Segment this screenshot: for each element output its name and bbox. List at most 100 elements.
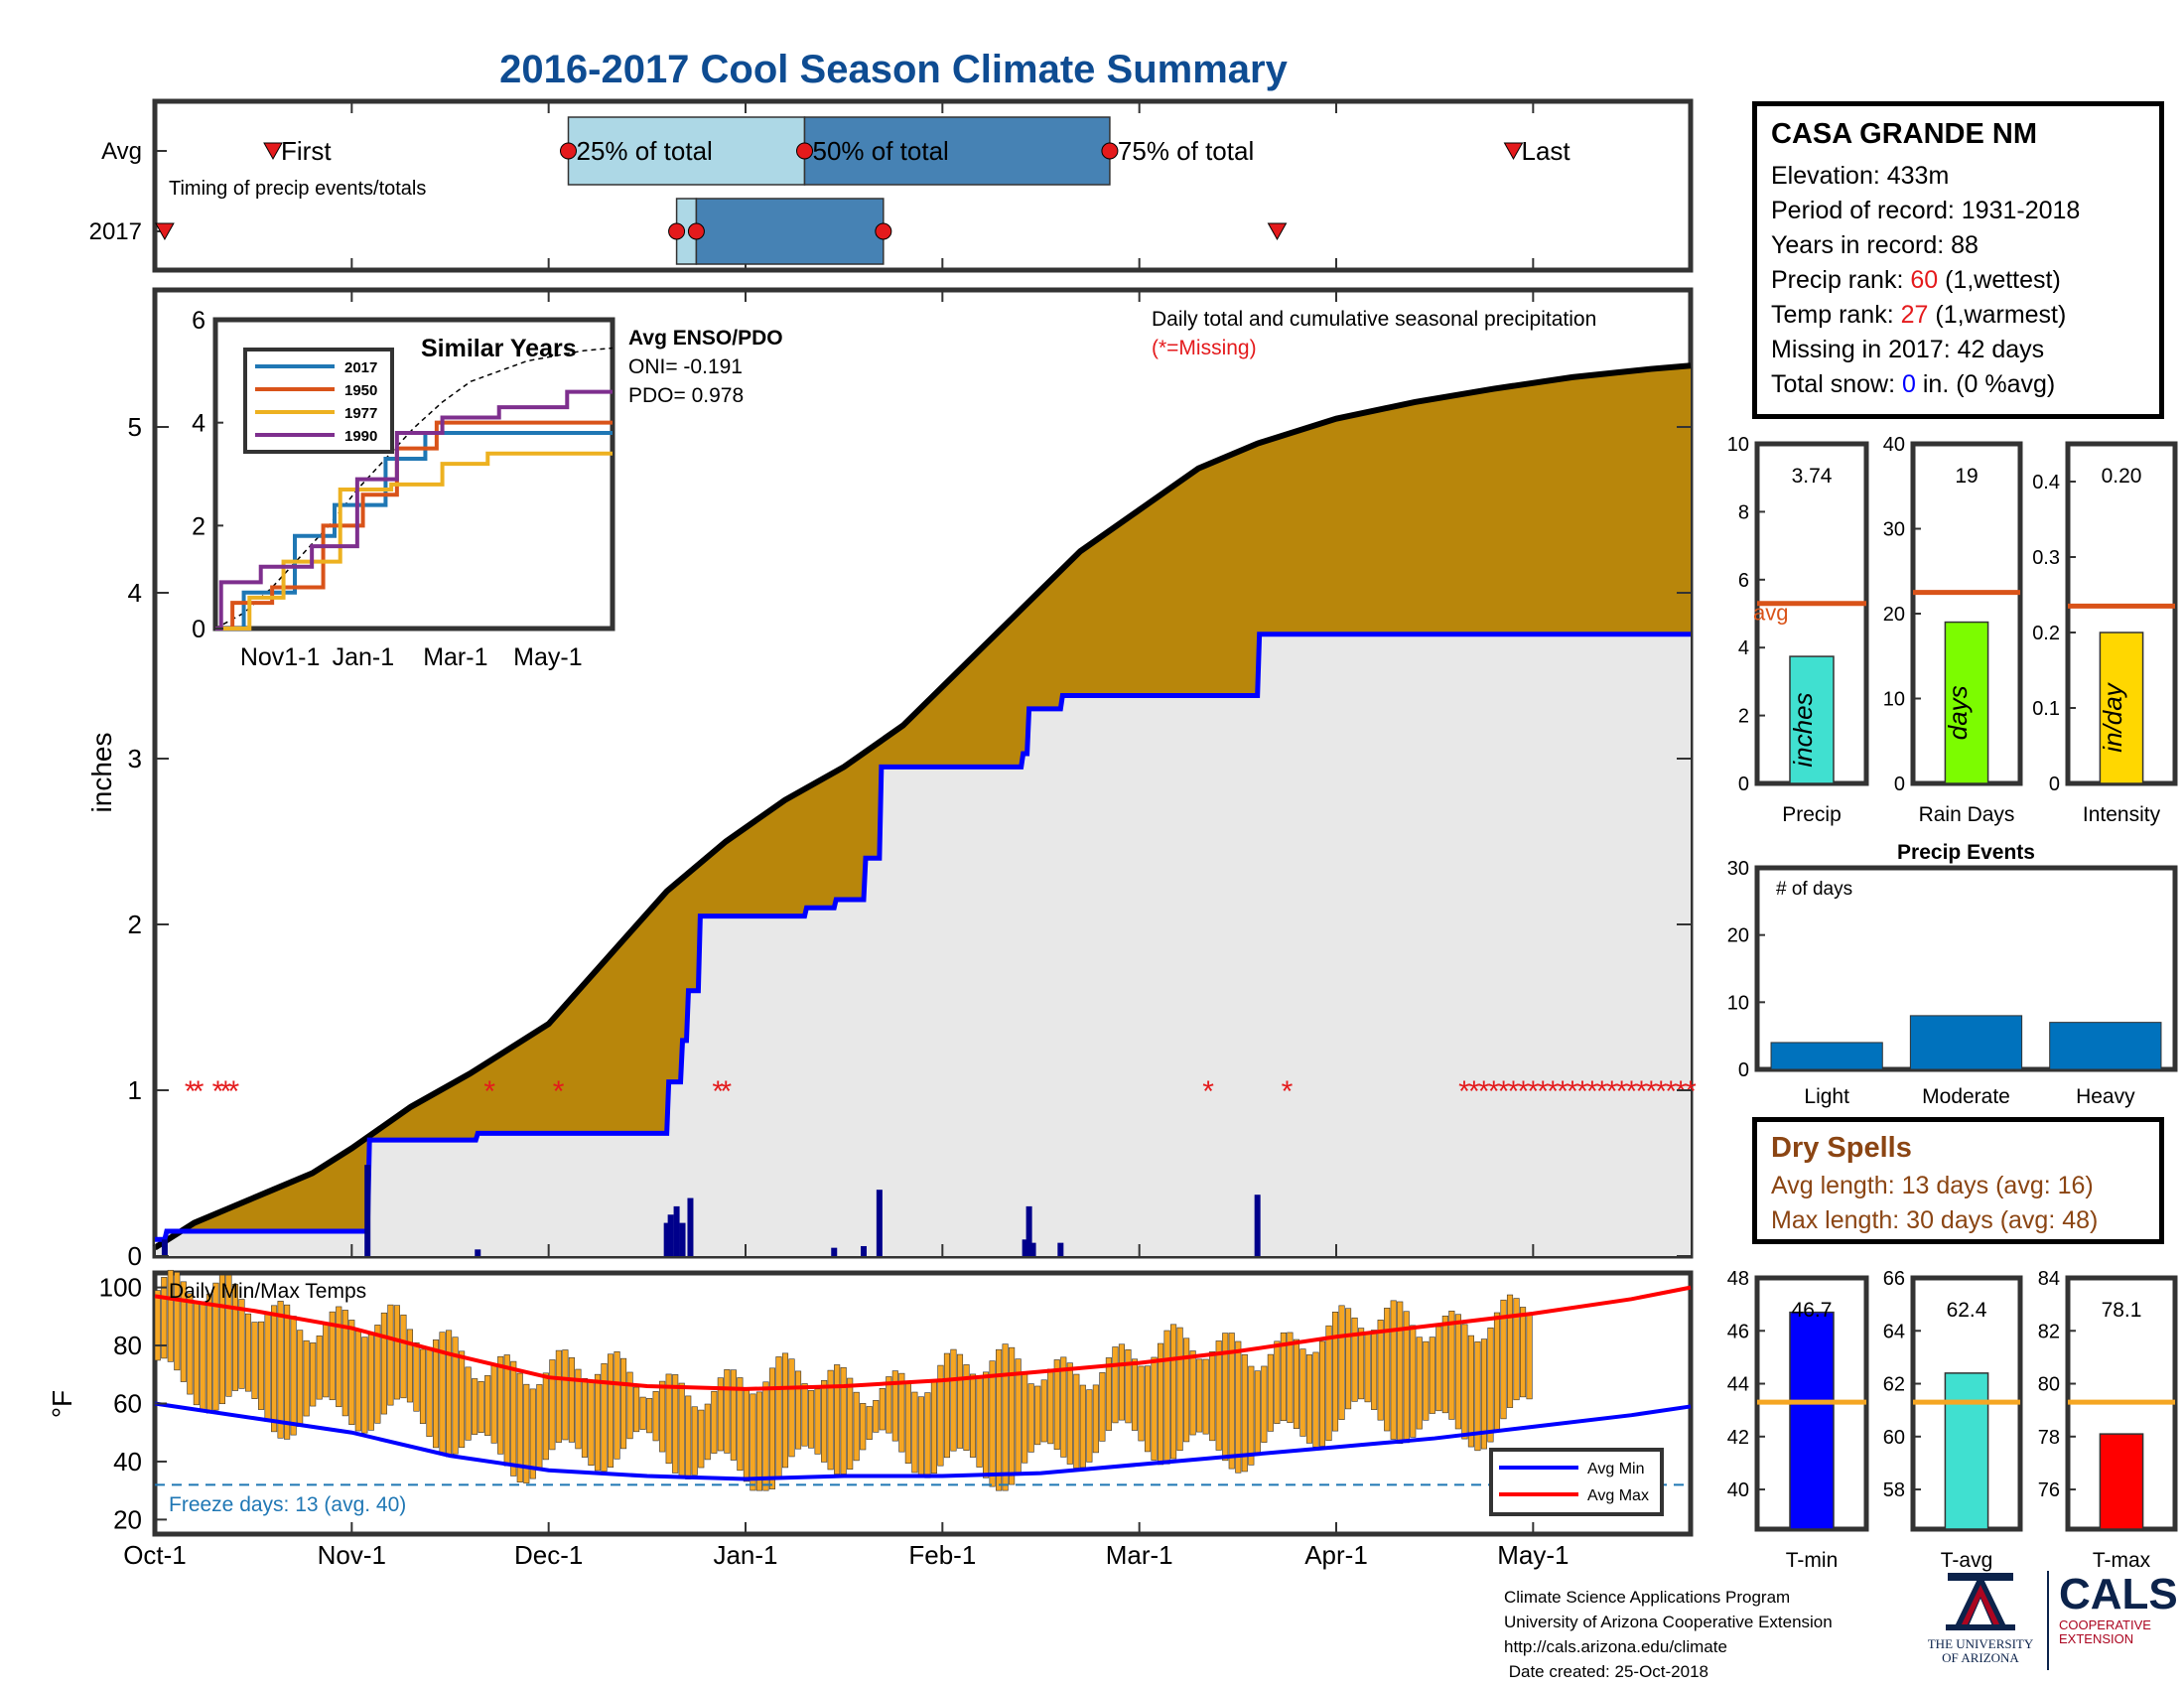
precip_total-avg-label: avg [1753,601,1788,626]
event-category-label: Light [1804,1085,1849,1108]
intensity-label: Intensity [2083,803,2161,826]
daily-temp-bar [329,1311,336,1401]
avg-first-label: First [281,136,332,166]
inset-y-tick-label: 4 [192,410,205,438]
daily-temp-bar [1519,1307,1527,1398]
missing-day-marker: * [1488,1075,1500,1108]
daily-temp-bar [1060,1356,1067,1458]
daily-temp-bar [1461,1324,1468,1440]
daily-temp-bar [886,1376,892,1434]
years-label: Years in record: 88 [1771,231,1979,259]
daily-temp-bar [310,1342,317,1407]
daily-temp-bar [465,1366,472,1441]
missing-day-marker: * [1567,1075,1578,1108]
x-tick-label: Nov-1 [318,1540,386,1570]
legend-label: Avg Max [1587,1487,1649,1504]
daily-temp-bar [1022,1372,1028,1464]
daily-precip-bar [861,1245,867,1256]
daily-temp-bar [1209,1351,1216,1442]
ua-a-icon [1946,1573,2015,1630]
daily-temp-bar [866,1406,873,1440]
daily-temp-bar [963,1364,970,1452]
daily-temp-bar [743,1387,750,1482]
daily-temp-bar [1151,1356,1158,1461]
university-of-arizona-logo: THE UNIVERSITY OF ARIZONA [1921,1571,2040,1670]
missing-label: Missing in 2017: 42 days [1771,336,2045,363]
y-tick-label: 60 [1883,1427,1905,1449]
daily-temp-bar [704,1403,711,1461]
missing-day-marker: * [1586,1075,1598,1108]
daily-temp-bar [1073,1373,1080,1469]
daily-temp-bar [1474,1341,1481,1452]
ua-text: THE UNIVERSITY [1927,1636,2034,1651]
row-label-2017: 2017 [89,218,142,245]
footer-date: Date created: 25-Oct-2018 [1504,1662,1709,1681]
y-tick-label: 0.2 [2032,623,2060,644]
daily-temp-bar [284,1304,291,1440]
y-tick-label: 48 [1727,1268,1749,1290]
daily-temp-bar [555,1349,562,1443]
temps-panel: 20 40 60 80 100 Oct-1 Nov-1 Dec-1 Jan-1 Feb-1 Mar-… [47,1269,1694,1570]
tavg-value-label: 62.4 [1947,1299,1987,1322]
daily-temp-bar [969,1373,977,1458]
daily-temp-bar [665,1373,672,1465]
2017-q50-marker [687,222,705,240]
avg-max-line [154,1285,1692,1391]
missing-day-marker: * [720,1075,732,1108]
avg-q25-marker [560,142,577,160]
x-tick-label: May-1 [1497,1540,1569,1570]
missing-day-marker: * [212,1075,224,1108]
daily-temp-bar [1506,1294,1514,1408]
cumulative-precip-panel: ** *** * * ** * * ************************01234… [86,287,1697,1271]
daily-precip-bar [679,1222,686,1256]
daily-temp-bar [1092,1384,1099,1454]
timing-panel: Avg 2017 First 25% of total 50% of total 75% … [89,98,1694,273]
daily-temp-bar [180,1281,187,1382]
daily-temp-bar [730,1369,737,1461]
precip-events-chart: Light Moderate Heavy 0 10 20 30 Precip Events # … [1727,841,2178,1108]
daily-temp-bar [996,1348,1003,1491]
rain_days-bar-label: days [1943,685,1973,740]
daily-precip-bar [1029,1242,1036,1256]
daily-temp-bar [750,1393,756,1491]
daily-temp-bar [755,1391,762,1491]
y-tick-label: 0.3 [2032,547,2060,569]
daily-temp-bar [575,1368,582,1450]
missing-day-marker: * [1616,1075,1628,1108]
daily-precip-bar [663,1222,670,1256]
station-name: CASA GRANDE NM [1771,118,2037,150]
avg-first-marker [263,142,283,161]
daily-precip-bar [1025,1205,1032,1256]
daily-temp-bar [1138,1365,1145,1442]
daily-precip-bar [687,1197,694,1256]
x-tick-label: Dec-1 [514,1540,583,1570]
daily-temp-bar [1500,1299,1507,1420]
daily-temp-bar [1105,1357,1112,1431]
daily-temp-bar [1299,1348,1306,1437]
inset-y-tick-label: 0 [192,616,205,643]
daily-temp-bar [614,1350,620,1460]
daily-temp-bar [484,1375,491,1436]
daily-temp-bar [1176,1327,1183,1452]
missing-day-marker: * [1645,1075,1657,1108]
daily-temp-bar [1027,1383,1034,1453]
daily-temp-bar [834,1364,841,1475]
2017-q50-q75-box [695,198,885,265]
missing-day-marker: * [1636,1075,1648,1108]
missing-day-marker: * [1508,1075,1520,1108]
daily-temp-bar [1331,1312,1339,1432]
tmin-bar [1789,1311,1835,1530]
footer-link[interactable]: http://cals.arizona.edu/climate [1504,1637,1727,1656]
missing-day-marker: * [193,1075,205,1108]
daily-temp-bar [1228,1333,1235,1470]
daily-temp-bar [937,1364,944,1467]
daily-temp-bar [490,1364,497,1444]
daily-temp-bar [1312,1351,1319,1448]
station-info-box: CASA GRANDE NM Elevation: 433m Period of… [1752,101,2164,419]
legend-label: Avg Min [1587,1461,1645,1477]
x-tick-label: Mar-1 [1106,1540,1173,1570]
y-tick-label: 76 [2038,1479,2060,1501]
precip-rank-label: Precip rank: 60 (1,wettest) [1771,263,2145,298]
daily-temp-bar [1410,1325,1417,1438]
daily-temp-bar [459,1350,466,1448]
